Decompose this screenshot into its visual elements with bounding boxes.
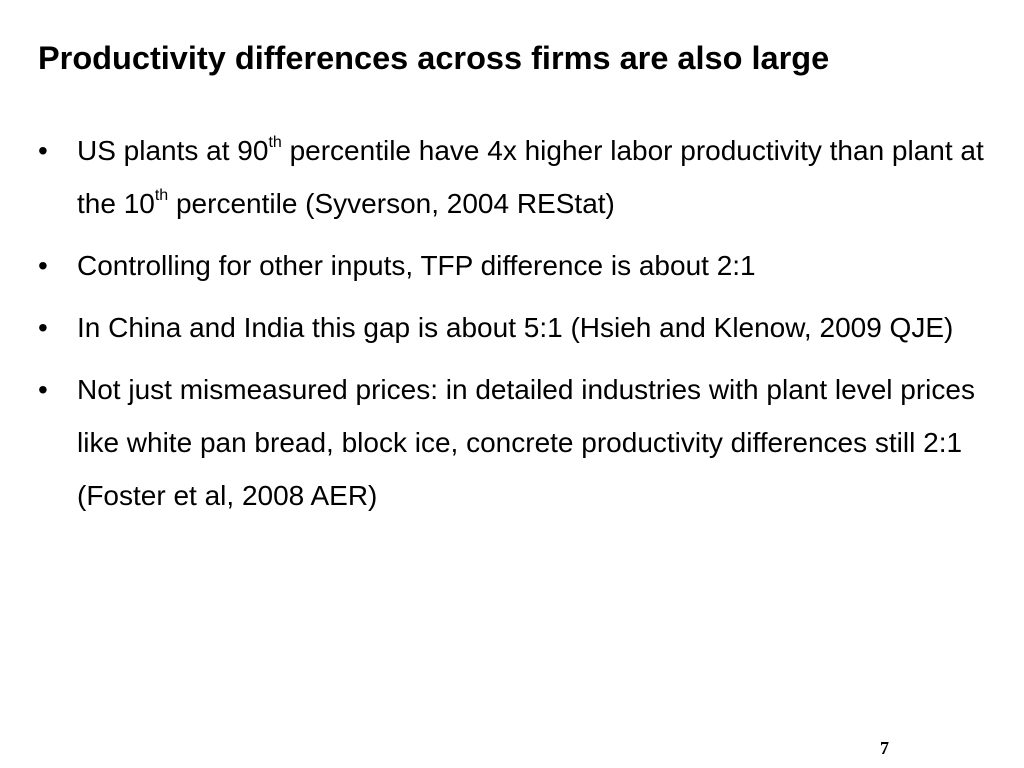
superscript: th bbox=[154, 186, 169, 204]
slide-title: Productivity differences across firms ar… bbox=[38, 40, 830, 76]
bullet-text: percentile (Syverson, 2004 REStat) bbox=[168, 188, 615, 219]
bullet-text: In China and India this gap is about 5:1… bbox=[77, 312, 954, 343]
bullet-item: US plants at 90th percentile have 4x hig… bbox=[38, 124, 998, 230]
bullet-text: percentile have 4x higher labor producti… bbox=[77, 135, 984, 219]
bullet-list: US plants at 90th percentile have 4x hig… bbox=[38, 124, 998, 531]
bullet-item: Not just mismeasured prices: in detailed… bbox=[38, 363, 998, 522]
bullet-text: Not just mismeasured prices: in detailed… bbox=[77, 374, 975, 511]
bullet-item: Controlling for other inputs, TFP differ… bbox=[38, 239, 998, 292]
superscript: th bbox=[268, 133, 282, 151]
page-number: 7 bbox=[880, 738, 889, 758]
bullet-text: US plants at 90 bbox=[77, 135, 269, 166]
bullet-text: Controlling for other inputs, TFP differ… bbox=[77, 250, 756, 281]
bullet-item: In China and India this gap is about 5:1… bbox=[38, 301, 998, 354]
